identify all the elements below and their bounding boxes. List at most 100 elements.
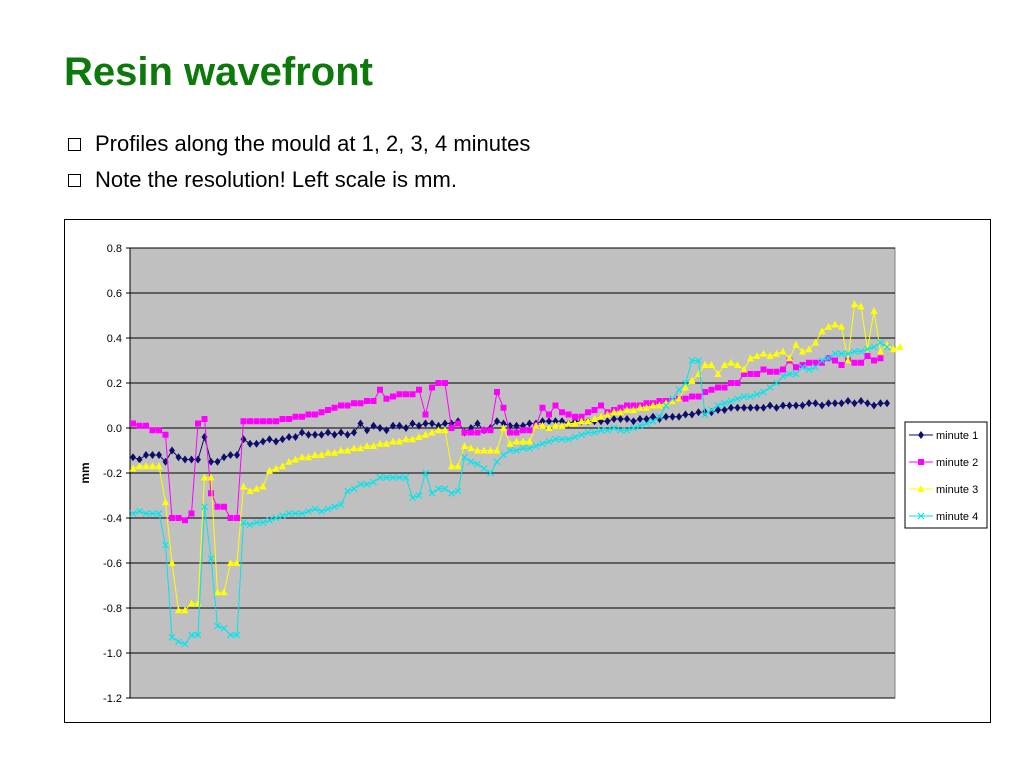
- data-point: [812, 359, 819, 366]
- data-point: [207, 473, 215, 481]
- data-point: [240, 482, 247, 490]
- data-point: [864, 353, 871, 359]
- data-point: [643, 420, 650, 427]
- data-point: [396, 391, 403, 398]
- data-point: [227, 515, 234, 521]
- data-point: [286, 433, 292, 441]
- data-point: [299, 428, 305, 437]
- data-point: [630, 402, 637, 409]
- data-point: [435, 426, 442, 434]
- data-point: [318, 451, 325, 458]
- data-point: [819, 359, 825, 366]
- slide-title: Resin wavefront: [64, 50, 373, 94]
- data-point: [247, 418, 253, 425]
- data-point: [721, 361, 728, 368]
- data-point: [188, 599, 195, 607]
- data-point: [643, 403, 650, 411]
- data-point: [715, 406, 721, 414]
- data-point: [214, 588, 221, 596]
- data-point: [526, 427, 533, 434]
- data-point: [507, 429, 513, 436]
- data-point: [637, 415, 643, 423]
- data-point: [591, 407, 598, 413]
- data-point: [363, 480, 371, 488]
- data-point: [396, 437, 403, 445]
- data-point: [734, 380, 741, 386]
- data-point: [156, 451, 162, 459]
- data-point: [253, 484, 260, 492]
- y-tick-label: -1.0: [103, 648, 122, 660]
- data-point: [234, 451, 240, 459]
- data-point: [253, 519, 260, 526]
- data-point: [805, 345, 813, 353]
- data-point: [727, 358, 735, 366]
- data-point: [422, 469, 429, 477]
- data-point: [494, 417, 500, 426]
- data-point: [506, 447, 514, 454]
- data-point: [546, 417, 552, 426]
- data-point: [558, 421, 566, 429]
- data-point: [500, 419, 507, 428]
- data-point: [806, 399, 812, 408]
- data-point: [195, 455, 201, 464]
- data-point: [695, 357, 702, 364]
- data-point: [292, 413, 299, 420]
- data-point: [584, 417, 592, 425]
- data-point: [623, 406, 631, 413]
- chart-frame: 0.8 0.6 0.4 0.2 0.0 -0.2 -0.4 -0.6 -0.8 -1.0 -1.2 m…: [64, 219, 991, 723]
- data-point: [435, 421, 442, 430]
- data-point: [870, 343, 878, 351]
- bullet-list: Profiles along the mould at 1, 2, 3, 4 m…: [64, 126, 530, 198]
- data-point: [318, 409, 325, 416]
- data-point: [721, 406, 728, 414]
- data-point: [253, 418, 260, 425]
- data-point: [767, 368, 773, 375]
- data-point: [208, 490, 214, 497]
- data-point: [130, 453, 136, 462]
- data-point: [773, 349, 780, 357]
- data-point: [675, 386, 683, 394]
- data-point: [812, 363, 819, 371]
- data-point: [610, 424, 618, 432]
- data-point: [513, 437, 520, 445]
- data-point: [201, 416, 208, 422]
- data-point: [175, 638, 182, 646]
- y-axis-label: mm: [78, 462, 92, 483]
- data-point: [162, 431, 169, 438]
- data-point: [142, 510, 150, 517]
- data-point: [858, 359, 864, 366]
- data-point: [806, 359, 812, 366]
- data-point: [682, 379, 689, 387]
- data-point: [617, 408, 624, 416]
- legend-label: minute 1: [936, 430, 978, 442]
- data-point: [864, 345, 871, 353]
- bullet-item: Note the resolution! Left scale is mm.: [64, 162, 530, 198]
- data-point: [565, 435, 572, 443]
- data-point: [292, 510, 299, 517]
- data-point: [741, 403, 747, 412]
- data-point: [337, 501, 345, 508]
- data-point: [766, 384, 774, 391]
- data-point: [636, 422, 644, 430]
- legend-marker: [917, 485, 925, 492]
- data-point: [383, 474, 390, 481]
- data-point: [234, 515, 240, 521]
- data-point: [188, 510, 195, 517]
- data-point: [500, 424, 507, 431]
- data-point: [474, 429, 481, 436]
- data-point: [604, 417, 611, 426]
- data-point: [376, 474, 384, 481]
- bullet-text: Note the resolution! Left scale is mm.: [95, 167, 457, 192]
- checkbox-bullet-icon: [68, 173, 81, 187]
- data-point: [188, 631, 195, 639]
- data-point: [156, 427, 162, 434]
- data-point: [279, 435, 286, 444]
- data-point: [832, 399, 838, 408]
- data-point: [630, 424, 637, 432]
- data-point: [780, 401, 786, 410]
- data-point: [734, 403, 741, 412]
- data-point: [539, 404, 546, 411]
- data-point: [578, 413, 585, 420]
- data-point: [825, 399, 832, 408]
- data-point: [233, 631, 241, 639]
